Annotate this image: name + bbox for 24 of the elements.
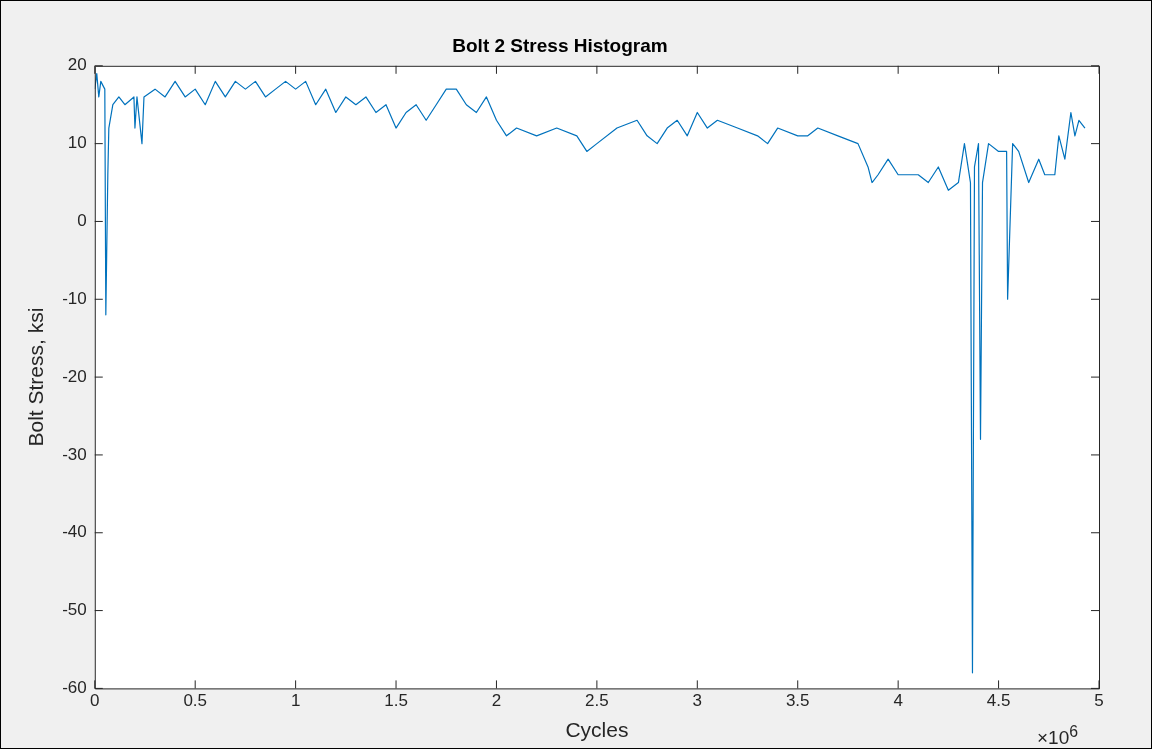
y-tick-label: -60 bbox=[62, 678, 87, 698]
x-tick-label: 2 bbox=[491, 691, 502, 711]
y-tick-label: 10 bbox=[67, 133, 87, 153]
x-tick-label: 4.5 bbox=[986, 691, 1011, 711]
x-tick-label: 5 bbox=[1094, 691, 1104, 711]
x-tick-label: 1.5 bbox=[384, 691, 408, 711]
y-tick-label: -40 bbox=[62, 522, 87, 542]
chart-title: Bolt 2 Stress Histogram bbox=[452, 34, 668, 56]
x-tick-label: 0 bbox=[90, 691, 100, 711]
y-tick-label: 20 bbox=[67, 55, 87, 75]
x-tick-label: 3.5 bbox=[785, 691, 810, 711]
y-tick-label: -10 bbox=[62, 288, 87, 308]
x-tick-label: 2.5 bbox=[585, 691, 609, 711]
y-tick-label: -30 bbox=[62, 444, 87, 464]
text: ×10$^{6}$ bbox=[1037, 723, 1079, 749]
x-tick-label: 1 bbox=[290, 691, 301, 711]
y-tick-label: -50 bbox=[62, 600, 87, 620]
x-tick-label: 0.5 bbox=[183, 691, 208, 711]
y-axis-title: Bolt Stress, ksi bbox=[24, 307, 48, 447]
y-tick-label: -20 bbox=[62, 366, 87, 386]
y-tick-label: 0 bbox=[77, 211, 87, 231]
x-tick-label: 3 bbox=[692, 691, 703, 711]
x-axis-title: Cycles bbox=[565, 718, 629, 742]
x-tick-label: 4 bbox=[893, 691, 903, 711]
